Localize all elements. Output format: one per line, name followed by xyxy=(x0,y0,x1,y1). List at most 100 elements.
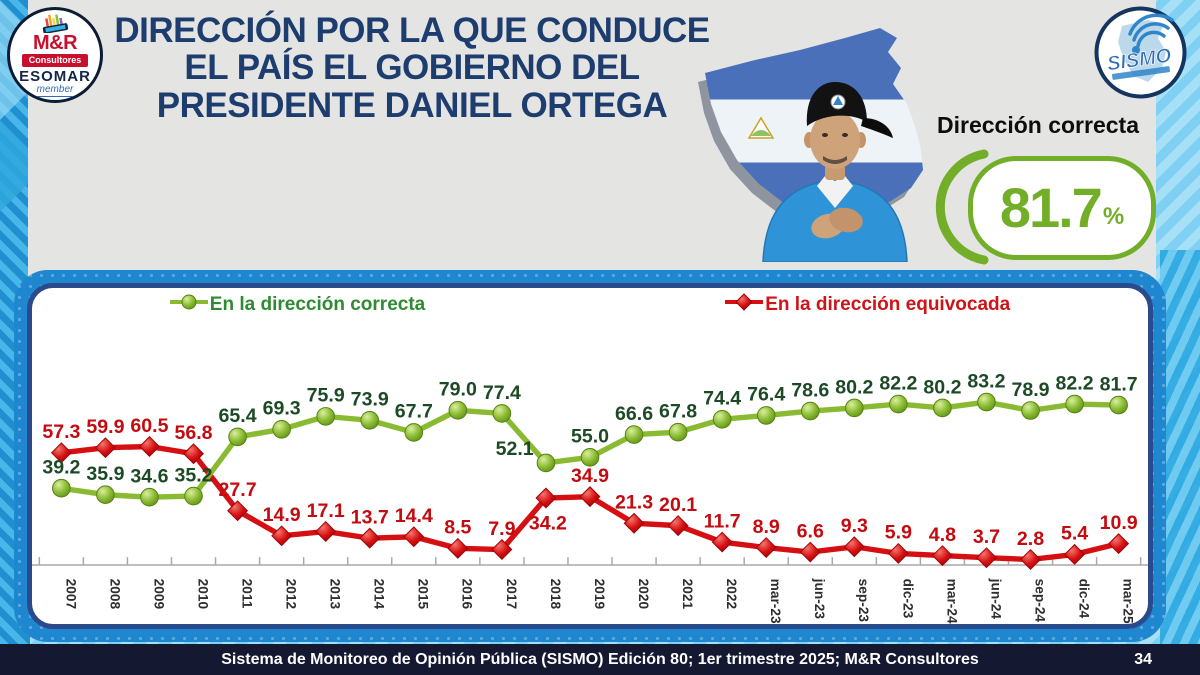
mr-logo-name: M&R xyxy=(32,31,78,54)
data-point-marker xyxy=(579,486,601,508)
data-point-marker xyxy=(96,485,115,504)
data-point-marker xyxy=(50,442,72,464)
data-point-marker xyxy=(755,537,777,559)
data-label: 75.9 xyxy=(307,385,345,407)
data-label: 80.2 xyxy=(835,376,873,398)
x-axis-label: 2015 xyxy=(416,579,431,610)
data-label: 67.7 xyxy=(395,401,433,423)
x-axis-label: 2014 xyxy=(372,579,387,610)
sismo-signal-arcs xyxy=(1128,13,1174,48)
data-label: 80.2 xyxy=(923,376,961,398)
data-point-marker xyxy=(889,394,908,414)
data-label: 3.7 xyxy=(973,526,1000,548)
data-label: 14.9 xyxy=(263,504,301,526)
mr-consultores-logo: M&R Consultores ESOMAR member xyxy=(7,7,103,103)
data-label: 65.4 xyxy=(219,405,257,427)
data-label: 79.0 xyxy=(439,379,477,401)
data-point-marker xyxy=(94,437,116,459)
data-point-marker xyxy=(1108,533,1130,555)
x-axis-label: jun-24 xyxy=(988,578,1003,620)
data-label: 8.5 xyxy=(444,517,471,539)
data-point-marker xyxy=(228,427,247,447)
x-axis-label: mar-25 xyxy=(1121,579,1136,624)
data-point-marker xyxy=(272,419,291,439)
data-label: 7.9 xyxy=(488,518,515,540)
data-point-marker xyxy=(624,425,644,444)
data-point-marker xyxy=(140,487,159,507)
x-axis-label: 2010 xyxy=(195,579,210,610)
nicaragua-map-illustration xyxy=(698,28,923,263)
right-decorative-band xyxy=(1160,250,1200,650)
data-point-marker xyxy=(712,410,732,429)
data-point-marker xyxy=(1065,394,1084,414)
data-point-marker xyxy=(447,537,469,559)
x-axis-label: mar-24 xyxy=(944,579,959,624)
mr-logo-member: member xyxy=(36,84,74,98)
legend-label: En la dirección equivocada xyxy=(765,294,1011,315)
data-point-marker xyxy=(448,401,468,420)
x-axis-label: 2007 xyxy=(63,579,78,610)
header-panel xyxy=(28,0,1156,281)
data-label: 39.2 xyxy=(42,457,80,479)
data-point-marker xyxy=(316,407,335,426)
data-label: 20.1 xyxy=(659,494,697,516)
trend-line-chart: 39.2 35.9 34.6 35.2 65.4 69.3 75.9 73.9 67.7 79.0… xyxy=(32,370,1148,624)
data-point-marker xyxy=(931,545,953,567)
data-label: 35.9 xyxy=(86,463,124,485)
legend-label: En la dirección correcta xyxy=(209,294,426,315)
data-label: 81.7 xyxy=(1100,373,1138,395)
data-point-marker xyxy=(667,515,689,537)
data-point-marker xyxy=(359,527,381,549)
legend-marker-circle xyxy=(169,293,208,317)
data-label: 9.3 xyxy=(841,515,868,537)
highlight-value: 81.7 xyxy=(999,176,1103,239)
data-label: 55.0 xyxy=(571,426,609,448)
data-label: 78.9 xyxy=(1011,379,1049,401)
mr-logo-banner: Consultores xyxy=(21,53,89,67)
data-point-marker xyxy=(403,526,425,548)
x-axis-label: 2012 xyxy=(284,579,299,610)
data-label: 77.4 xyxy=(483,382,521,404)
x-axis-label: dic-24 xyxy=(1076,579,1091,619)
data-point-marker xyxy=(271,525,293,547)
data-label: 27.7 xyxy=(219,479,257,501)
data-point-marker xyxy=(1021,401,1040,420)
data-label: 66.6 xyxy=(615,403,653,425)
data-point-marker xyxy=(623,512,645,534)
flag-emblem-hill xyxy=(751,130,771,136)
data-label: 11.7 xyxy=(704,510,741,532)
data-label: 21.3 xyxy=(615,492,653,514)
x-axis-label: jun-23 xyxy=(812,578,827,620)
x-axis-label: 2021 xyxy=(680,579,695,610)
bar-chart-tablet-icon xyxy=(42,14,69,33)
data-label: 52.1 xyxy=(496,438,534,460)
data-point-marker xyxy=(845,398,864,418)
data-label: 2.8 xyxy=(1017,528,1044,550)
highlight-label: Dirección correcta xyxy=(937,112,1139,138)
data-label: 82.2 xyxy=(879,372,917,394)
x-axis-label: 2016 xyxy=(460,579,475,610)
data-label: 6.6 xyxy=(797,520,824,542)
data-label: 5.9 xyxy=(885,522,912,544)
green-parenthesis-arc xyxy=(935,149,989,265)
legend-item-correcta: En la dirección correcta xyxy=(169,293,426,317)
x-axis-label: 2009 xyxy=(151,579,166,610)
x-axis-label: 2018 xyxy=(548,579,563,610)
data-label: 56.8 xyxy=(174,422,212,444)
data-label: 8.9 xyxy=(753,516,780,538)
data-label: 74.4 xyxy=(703,388,741,410)
data-point-marker xyxy=(536,453,556,473)
data-point-marker xyxy=(1020,549,1042,570)
data-point-marker xyxy=(491,539,513,560)
data-label: 57.3 xyxy=(42,421,80,443)
x-axis-label: sep-24 xyxy=(1032,579,1047,623)
data-point-marker xyxy=(711,531,733,553)
data-point-marker xyxy=(535,487,557,509)
data-point-marker xyxy=(315,521,337,542)
data-label: 82.2 xyxy=(1056,372,1094,394)
data-point-marker xyxy=(580,447,600,467)
mr-logo-esomar: ESOMAR xyxy=(19,67,91,85)
data-point-marker xyxy=(360,410,380,430)
x-axis-label: 2022 xyxy=(724,579,739,610)
page-title: DIRECCIÓN POR LA QUE CONDUCE EL PAÍS EL … xyxy=(114,11,710,125)
